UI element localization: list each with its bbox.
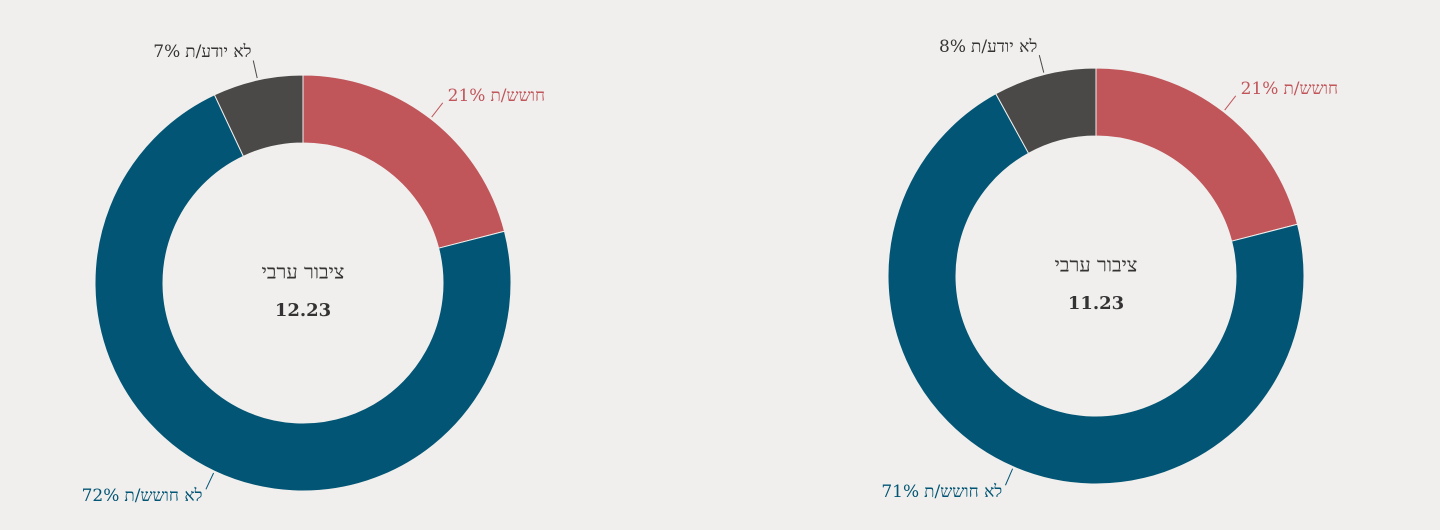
leader-line <box>431 102 444 118</box>
category-label: לא חושש/ת <box>124 486 202 506</box>
center-subtitle: 11.23 <box>1068 293 1124 314</box>
center-subtitle: 12.23 <box>275 300 331 321</box>
category-label: חושש/ת <box>1283 79 1338 99</box>
value-label: 21% <box>1241 79 1279 99</box>
leader-line <box>1224 95 1237 111</box>
category-label: לא יודע/ת <box>971 37 1037 57</box>
donut-segment <box>995 67 1097 154</box>
leader-line <box>205 472 215 490</box>
leader-line <box>1004 468 1014 486</box>
donut-segment <box>213 74 304 157</box>
center-title: ציבור ערבי <box>262 260 345 284</box>
leader-line <box>252 60 258 79</box>
value-label: 71% <box>881 482 919 502</box>
leader-line <box>1038 55 1045 73</box>
category-label: חושש/ת <box>490 86 545 106</box>
center-title: ציבור ערבי <box>1055 253 1138 277</box>
category-label: לא יודע/ת <box>185 42 251 62</box>
donut-segment <box>887 93 1305 485</box>
value-label: 8% <box>939 37 966 57</box>
value-label: 7% <box>153 42 180 62</box>
donut-segment <box>94 94 512 492</box>
value-label: 21% <box>448 86 486 106</box>
value-label: 72% <box>82 486 120 506</box>
category-label: לא חושש/ת <box>924 482 1002 502</box>
